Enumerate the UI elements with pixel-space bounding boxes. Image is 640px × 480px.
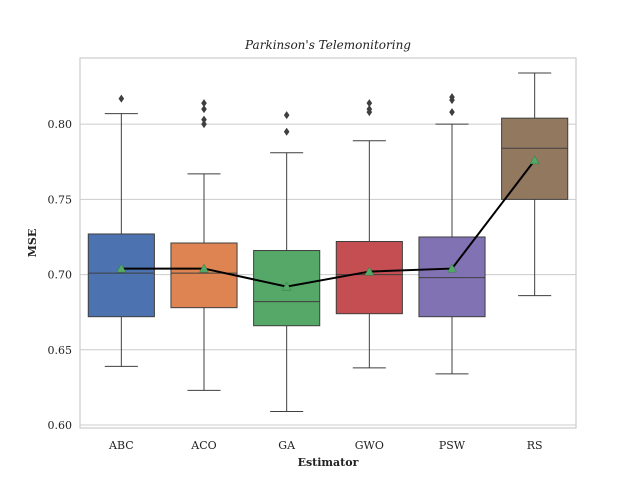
y-tick-label: 0.80 xyxy=(48,118,73,131)
chart-title: Parkinson's Telemonitoring xyxy=(244,38,411,52)
x-tick-label: ABC xyxy=(108,439,134,452)
box-iqr xyxy=(170,242,238,309)
x-tick-label: GA xyxy=(278,439,296,452)
y-tick-label: 0.75 xyxy=(48,193,73,206)
mean-marker xyxy=(281,281,292,291)
box-iqr xyxy=(87,233,155,318)
outlier-point xyxy=(118,94,125,103)
box-aco xyxy=(170,99,238,391)
y-tick-label: 0.60 xyxy=(48,419,73,432)
mean-marker xyxy=(199,263,209,273)
box-iqr xyxy=(418,236,486,318)
mean-marker xyxy=(116,263,127,273)
box-rs xyxy=(501,72,569,297)
x-tick-label: PSW xyxy=(439,439,466,452)
outlier-point xyxy=(449,93,455,102)
outlier-point xyxy=(201,105,207,114)
box-ga xyxy=(253,111,321,412)
y-tick-labels: 0.60 0.65 0.70 0.75 0.80 xyxy=(48,118,73,432)
x-tick-label: ACO xyxy=(190,439,216,452)
x-tick-label: GWO xyxy=(355,439,384,452)
mean-marker xyxy=(364,266,375,276)
box-gwo xyxy=(335,99,403,369)
outlier-point xyxy=(283,127,290,136)
box-psw xyxy=(418,93,486,375)
x-axis-label: Estimator xyxy=(298,456,359,469)
grid-lines xyxy=(80,123,576,426)
y-tick-label: 0.65 xyxy=(48,344,73,357)
mean-trend-line xyxy=(121,159,536,288)
boxes-layer xyxy=(87,72,569,412)
y-tick-label: 0.70 xyxy=(48,269,73,282)
outlier-point xyxy=(366,99,373,108)
mean-marker xyxy=(447,263,457,273)
outlier-point xyxy=(449,108,455,117)
outlier-point xyxy=(201,115,207,124)
outlier-point xyxy=(366,105,373,114)
x-tick-label: RS xyxy=(527,439,543,452)
plot-frame xyxy=(79,57,577,429)
y-axis-label: MSE xyxy=(26,229,39,258)
box-abc xyxy=(87,94,155,367)
outlier-point xyxy=(201,120,207,129)
mean-marker xyxy=(529,155,540,165)
x-tick-labels: ABC ACO GA GWO PSW RS xyxy=(108,439,543,452)
outlier-point xyxy=(283,111,290,120)
box-iqr xyxy=(335,240,403,315)
mean-line-layer xyxy=(116,155,540,291)
outlier-point xyxy=(201,99,207,108)
